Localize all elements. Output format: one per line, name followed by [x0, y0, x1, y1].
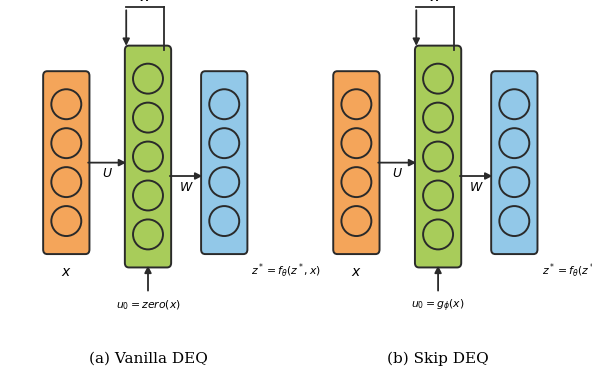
- Text: $u_0 = zero(x)$: $u_0 = zero(x)$: [115, 298, 181, 312]
- Text: $U$: $U$: [102, 167, 112, 180]
- FancyBboxPatch shape: [43, 71, 89, 254]
- Text: $u_0 = g_\phi(x)$: $u_0 = g_\phi(x)$: [411, 298, 465, 314]
- Text: $W$: $W$: [428, 0, 443, 4]
- FancyBboxPatch shape: [415, 46, 461, 267]
- Text: $U$: $U$: [392, 167, 403, 180]
- Text: $x$: $x$: [61, 265, 72, 279]
- Text: $W$: $W$: [179, 180, 194, 193]
- FancyBboxPatch shape: [491, 71, 538, 254]
- Text: $W$: $W$: [469, 180, 484, 193]
- FancyBboxPatch shape: [125, 46, 171, 267]
- Text: $x$: $x$: [351, 265, 362, 279]
- FancyBboxPatch shape: [201, 71, 247, 254]
- FancyBboxPatch shape: [333, 71, 379, 254]
- Text: $W$: $W$: [138, 0, 153, 4]
- Text: (b) Skip DEQ: (b) Skip DEQ: [387, 352, 489, 366]
- Text: $z^* = f_\theta(z^*, x)$: $z^* = f_\theta(z^*, x)$: [252, 262, 321, 280]
- Text: $z^* = f_\theta(z^*, x)$: $z^* = f_\theta(z^*, x)$: [542, 262, 592, 280]
- Text: (a) Vanilla DEQ: (a) Vanilla DEQ: [89, 352, 207, 366]
